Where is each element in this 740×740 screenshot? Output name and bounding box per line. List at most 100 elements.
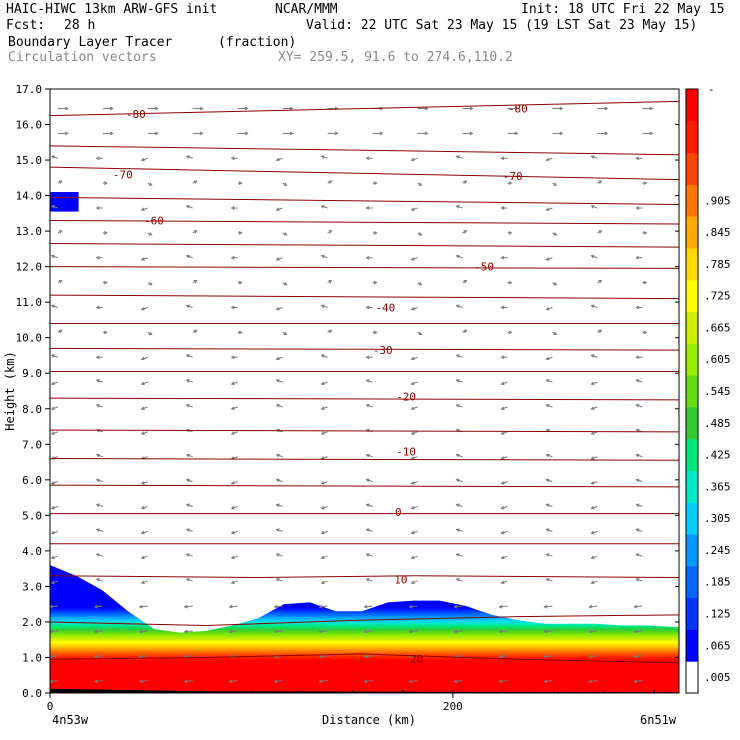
vector-arrow <box>96 404 103 408</box>
vector-arrowhead <box>365 578 370 582</box>
vector-arrowhead <box>590 505 595 510</box>
vector-arrow <box>366 379 373 383</box>
colorbar-top-label: - <box>708 83 715 96</box>
vector-arrowhead <box>148 331 153 335</box>
y-tick-label: 16.0 <box>16 119 43 132</box>
vector-arrowhead <box>633 604 638 609</box>
vector-arrow <box>364 605 373 608</box>
vector-arrowhead <box>50 204 55 209</box>
vector-arrowhead <box>138 654 143 659</box>
vector-arrow <box>51 155 58 159</box>
vector-arrow <box>186 479 193 483</box>
vector-arrowhead <box>543 604 548 609</box>
vector-arrow <box>546 307 553 310</box>
vector-arrow <box>51 530 58 534</box>
isotherm-label: -60 <box>144 214 164 227</box>
vector-arrow <box>50 605 58 608</box>
colorbar-label: .725 <box>704 290 731 303</box>
vector-arrowhead <box>138 679 143 684</box>
colorbar-label: .905 <box>704 194 731 207</box>
vector-arrow <box>589 630 598 633</box>
forecast-hour: 28 h <box>64 18 96 33</box>
vector-arrowhead <box>635 355 640 360</box>
y-tick-label: 6.0 <box>22 474 42 487</box>
vector-arrowhead <box>545 257 550 261</box>
vector-arrow <box>274 680 283 683</box>
vector-arrow <box>366 454 373 458</box>
vector-arrowhead <box>289 131 294 136</box>
vector-arrowhead <box>103 280 108 285</box>
vector-arrowhead <box>140 505 145 510</box>
vector-arrow <box>546 553 553 557</box>
vector-arrowhead <box>410 306 415 311</box>
vector-arrowhead <box>635 578 640 582</box>
vector-arrowhead <box>545 478 550 483</box>
vector-arrowhead <box>559 131 564 136</box>
vector-arrow <box>276 356 283 360</box>
vector-arrowhead <box>230 406 235 411</box>
colorbar-bin <box>686 565 698 599</box>
vector-arrow <box>184 680 193 683</box>
vector-arrow <box>231 580 238 584</box>
vector-arrow <box>231 381 238 385</box>
vector-arrowhead <box>643 231 648 235</box>
vector-arrowhead <box>545 379 550 383</box>
vector-arrowhead <box>328 180 333 184</box>
vector-arrowhead <box>283 281 288 286</box>
vector-arrowhead <box>365 528 370 532</box>
vector-arrowhead <box>598 180 603 184</box>
x-tick-label: 200 <box>443 700 463 713</box>
vector-arrowhead <box>185 354 190 358</box>
vector-arrowhead <box>410 530 415 535</box>
vector-arrow <box>366 553 373 557</box>
vector-arrowhead <box>185 503 190 508</box>
vector-arrowhead <box>140 481 145 485</box>
vector-arrow <box>321 481 328 485</box>
vector-arrowhead <box>230 505 235 510</box>
colorbar-bin <box>686 629 698 662</box>
tracer-field <box>50 192 679 693</box>
vector-arrowhead <box>545 453 550 458</box>
vector-arrow <box>51 505 58 509</box>
vector-arrow <box>589 680 598 683</box>
vector-arrowhead <box>50 155 55 159</box>
vector-arrowhead <box>588 629 593 634</box>
vector-arrowhead <box>320 555 325 560</box>
vector-arrow <box>544 655 553 658</box>
vector-arrow <box>321 505 328 509</box>
vector-arrowhead <box>498 604 503 609</box>
vector-arrowhead <box>58 180 63 184</box>
vector-arrowhead <box>185 379 190 383</box>
vector-arrow <box>51 580 58 584</box>
colorbar-label: .605 <box>704 353 731 366</box>
vector-arrowhead <box>140 530 145 535</box>
vector-arrowhead <box>320 381 325 386</box>
isotherm-line <box>50 347 679 351</box>
vector-arrowhead <box>543 629 548 634</box>
vector-arrow <box>141 431 148 435</box>
colorbar-label: .485 <box>704 417 731 430</box>
vector-arrow <box>141 157 148 161</box>
vector-arrow <box>50 630 58 633</box>
vector-arrow <box>634 680 643 683</box>
vector-arrowhead <box>635 528 640 532</box>
vector-arrow <box>591 205 598 209</box>
colorbar-bin <box>686 470 698 503</box>
vector-arrowhead <box>95 528 100 532</box>
vector-arrow <box>591 354 598 358</box>
y-tick-label: 13.0 <box>16 225 43 238</box>
vector-arrow <box>321 555 328 559</box>
vector-arrowhead <box>590 304 595 309</box>
colorbar-bin <box>686 279 698 313</box>
vector-arrowhead <box>185 403 190 408</box>
vector-arrow <box>186 379 193 383</box>
vector-arrowhead <box>514 106 519 111</box>
isotherm-line <box>50 575 679 579</box>
vector-arrow <box>411 257 418 261</box>
vector-arrowhead <box>275 356 280 361</box>
vector-arrow <box>411 431 418 435</box>
vector-arrow <box>186 205 193 209</box>
isotherm-label: -50 <box>474 261 494 274</box>
vector-arrow <box>501 431 508 435</box>
vector-arrow <box>51 305 58 308</box>
